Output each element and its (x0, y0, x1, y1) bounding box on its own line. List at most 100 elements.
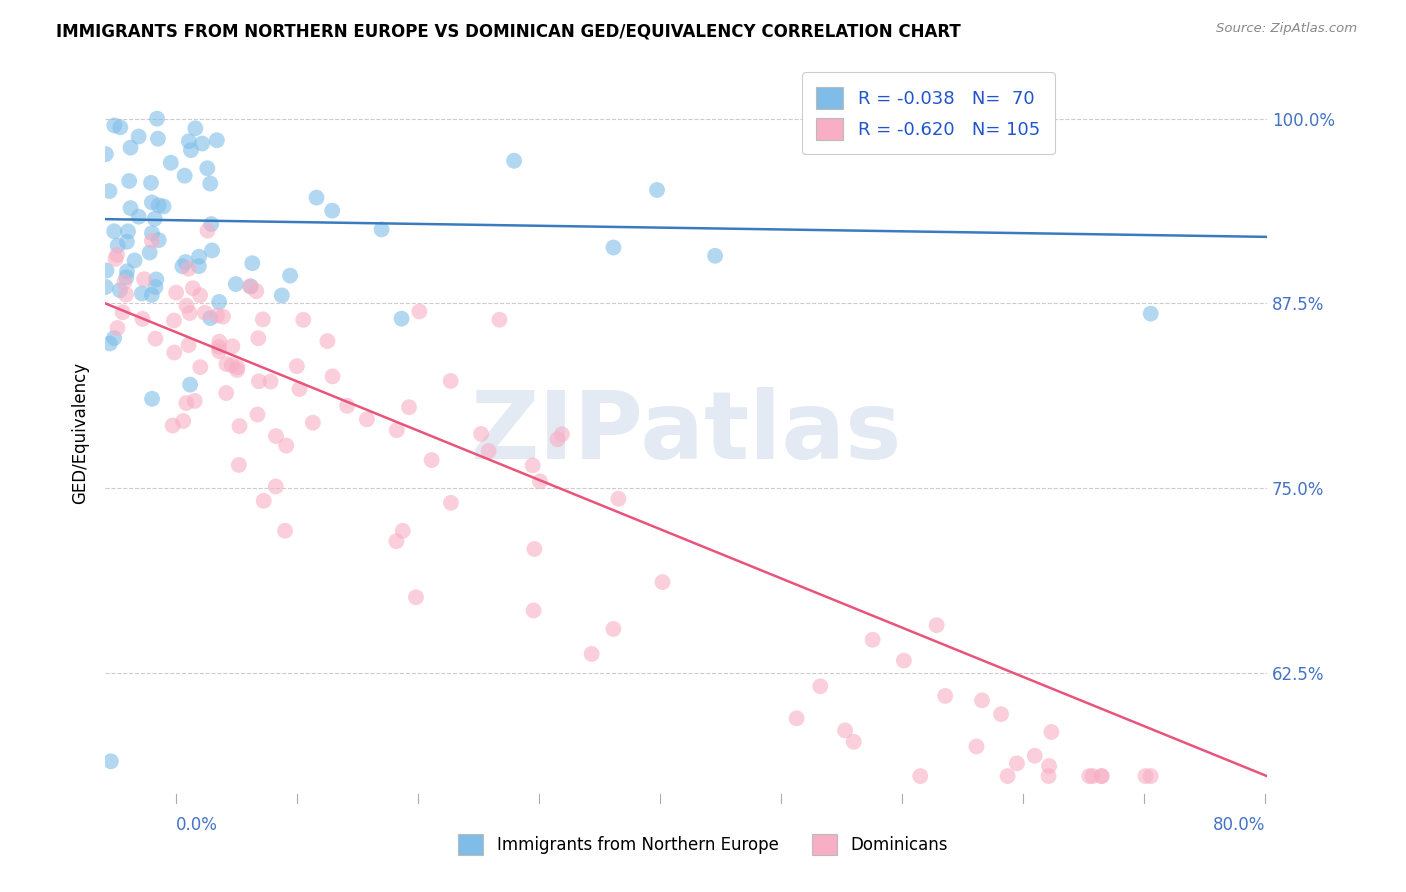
Text: ZIPatlas: ZIPatlas (471, 386, 901, 479)
Point (221, 358, 243, 372)
Point (1081, 769, 1104, 783)
Point (208, 340, 231, 354)
Point (146, 131, 169, 145)
Text: 0.0%: 0.0% (176, 815, 218, 833)
Point (408, 304, 430, 318)
Point (172, 260, 194, 274)
Point (247, 374, 270, 388)
Point (141, 226, 163, 240)
Point (148, 233, 170, 247)
Point (523, 603, 546, 617)
Point (274, 524, 297, 538)
Point (115, 270, 138, 285)
Point (145, 332, 167, 346)
Point (96, 263, 118, 277)
Point (264, 429, 287, 443)
Point (184, 393, 207, 408)
Point (228, 458, 250, 472)
Point (278, 268, 301, 283)
Point (478, 444, 501, 458)
Point (98, 184, 121, 198)
Point (177, 261, 200, 276)
Point (221, 339, 243, 353)
Point (180, 143, 202, 157)
Point (893, 654, 915, 668)
Point (120, 201, 142, 215)
Point (240, 256, 263, 270)
Point (115, 287, 138, 301)
Point (305, 191, 328, 205)
Legend: Immigrants from Northern Europe, Dominicans: Immigrants from Northern Europe, Dominic… (451, 828, 955, 862)
Point (115, 264, 138, 278)
Point (997, 769, 1019, 783)
Point (398, 400, 420, 414)
Point (470, 427, 492, 442)
Point (440, 374, 463, 388)
Point (321, 203, 343, 218)
Point (131, 312, 153, 326)
Point (1038, 759, 1060, 773)
Point (146, 112, 169, 126)
Point (907, 137, 929, 152)
Point (165, 285, 187, 300)
Point (200, 311, 222, 326)
Point (808, 679, 831, 693)
Legend: R = -0.038   N=  70, R = -0.620   N= 105: R = -0.038 N= 70, R = -0.620 N= 105 (801, 72, 1054, 154)
Point (420, 453, 443, 467)
Point (529, 475, 551, 489)
Point (215, 386, 238, 401)
Point (1091, 769, 1114, 783)
Point (212, 310, 235, 324)
Point (173, 169, 195, 183)
Point (208, 334, 231, 349)
Point (100, 754, 122, 768)
Point (385, 534, 408, 549)
Point (581, 647, 603, 661)
Point (103, 224, 125, 238)
Point (128, 129, 150, 144)
Point (205, 309, 228, 323)
Point (208, 344, 231, 359)
Point (934, 689, 956, 703)
Point (1005, 756, 1028, 771)
Point (181, 281, 204, 295)
Point (391, 524, 413, 538)
Point (94, 280, 117, 294)
Point (225, 277, 247, 291)
Point (128, 210, 150, 224)
Point (188, 360, 211, 375)
Point (990, 707, 1012, 722)
Point (117, 224, 139, 238)
Point (1024, 748, 1046, 763)
Point (440, 496, 463, 510)
Point (226, 363, 249, 377)
Point (103, 119, 125, 133)
Point (145, 280, 167, 294)
Y-axis label: GED/Equivalency: GED/Equivalency (72, 361, 89, 504)
Point (197, 223, 219, 237)
Point (159, 156, 181, 170)
Point (98, 336, 121, 351)
Point (188, 288, 211, 302)
Point (602, 622, 624, 636)
Point (143, 211, 166, 226)
Point (302, 416, 325, 430)
Point (208, 295, 231, 310)
Point (356, 412, 378, 426)
Point (247, 331, 270, 345)
Point (105, 248, 128, 262)
Point (152, 199, 174, 213)
Point (112, 275, 135, 289)
Point (179, 306, 201, 320)
Point (1040, 725, 1063, 739)
Point (1139, 307, 1161, 321)
Point (259, 375, 281, 389)
Point (1091, 769, 1114, 783)
Point (1078, 769, 1101, 783)
Point (162, 418, 184, 433)
Point (148, 198, 170, 212)
Point (270, 288, 292, 302)
Point (523, 541, 546, 556)
Point (226, 360, 249, 375)
Point (141, 234, 163, 248)
